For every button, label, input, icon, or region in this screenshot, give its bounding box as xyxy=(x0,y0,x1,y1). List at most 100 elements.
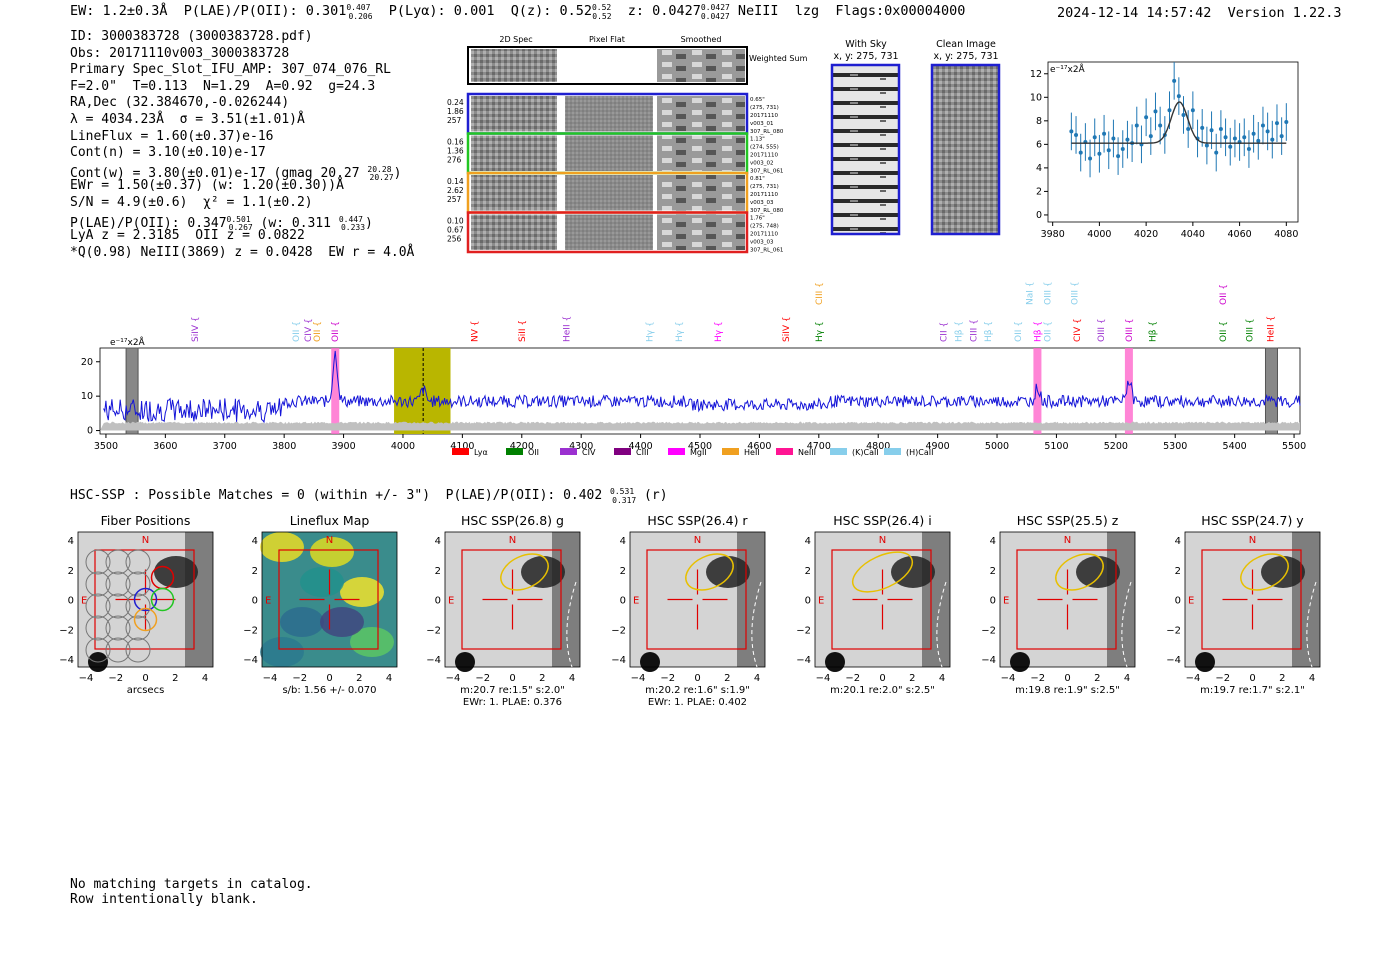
fit-xtick-label: 4020 xyxy=(1134,229,1158,240)
panel-ytick-label: 2 xyxy=(252,566,258,577)
emission-line-label: OII { xyxy=(1044,321,1054,342)
spectrum-xtick-label: 5100 xyxy=(1044,441,1068,452)
emission-line-label: OII { xyxy=(1014,321,1024,342)
panel-title: HSC SSP(24.7) y xyxy=(1201,513,1304,528)
cutout-meta: (275, 748) xyxy=(750,224,779,230)
panel-ytick-label: −4 xyxy=(1166,655,1181,666)
fit-data-point xyxy=(1242,118,1247,157)
spectrum-xtick-label: 4400 xyxy=(629,441,653,452)
fit-data-point xyxy=(1181,96,1186,134)
east-label: E xyxy=(633,596,639,607)
imaging-panels: Fiber Positions N E −4 4 −2 2 0 0 2 −2 4 −4 arcsecs Li… xyxy=(59,513,1321,708)
info-line: S/N = 4.9(±0.6) χ² = 1.1(±0.2) xyxy=(70,194,313,210)
emission-line-label: OII { xyxy=(331,321,341,342)
emission-line-label: SiIV { xyxy=(782,316,792,342)
legend-label: OII xyxy=(528,448,539,457)
fit-data-point xyxy=(1260,106,1265,145)
fit-ytick-label: 10 xyxy=(1030,92,1042,103)
legend-item: MgII xyxy=(668,448,707,457)
cutout-meta: 20171110 xyxy=(750,232,778,238)
emission-line-label: OII { xyxy=(1219,321,1229,342)
panel-xtick-label: −4 xyxy=(1001,673,1016,684)
fit-data-point xyxy=(1251,114,1256,153)
legend-item: CIV xyxy=(560,448,596,457)
spectrum-xtick-label: 4800 xyxy=(866,441,890,452)
fit-ytick-label: 6 xyxy=(1036,139,1042,150)
panel-xtick-label: 0 xyxy=(879,673,885,684)
cutout-meta: 20171110 xyxy=(750,192,778,198)
panel-ytick-label: 2 xyxy=(990,566,996,577)
clean-image-coords: x, y: 275, 731 xyxy=(933,51,998,62)
panel-xtick-label: −4 xyxy=(1186,673,1201,684)
panel-title: HSC SSP(26.4) r xyxy=(647,513,748,528)
fit-data-point xyxy=(1279,117,1284,155)
fit-data-point xyxy=(1256,122,1261,160)
emission-line-label: Hγ { xyxy=(815,321,825,342)
fit-axes: 3980 4000 4020 4040 4060 4080 0 2 4 6 8 10 12 xyxy=(1030,69,1298,240)
cutout-stat: 1.86 xyxy=(447,107,464,116)
legend-item: (K)CaII xyxy=(830,448,879,457)
cutout-meta: (274, 555) xyxy=(750,145,779,151)
fit-ytick-label: 0 xyxy=(1036,210,1042,221)
panel-ytick-label: 4 xyxy=(1175,536,1181,547)
panel-xtick-label: 0 xyxy=(1249,673,1255,684)
emission-line-label: CIII { xyxy=(815,282,825,305)
fit-data-point xyxy=(1200,109,1205,147)
fit-ytick-label: 8 xyxy=(1036,116,1042,127)
panel-xtick-label: 0 xyxy=(1064,673,1070,684)
spectrum-xtick-label: 5400 xyxy=(1223,441,1247,452)
panel-ytick-label: −2 xyxy=(426,625,441,636)
panel-xtick-label: 4 xyxy=(1309,673,1315,684)
panel-ytick-label: 0 xyxy=(990,596,996,607)
spectrum-xtick-label: 4300 xyxy=(569,441,593,452)
emission-line-label: Hγ { xyxy=(714,321,724,342)
panel-title: Lineflux Map xyxy=(290,513,370,528)
east-label: E xyxy=(1003,596,1009,607)
weighted-sum-label: Weighted Sum xyxy=(749,54,808,63)
panel-xtick-label: 4 xyxy=(754,673,760,684)
emission-line-label: CII { xyxy=(940,322,950,342)
fit-data-point xyxy=(1274,104,1279,142)
fit-data-point xyxy=(1078,133,1083,172)
panel-xtick-label: 4 xyxy=(202,673,208,684)
info-line: F=2.0" T=0.113 N=1.29 A=0.92 g=24.3 xyxy=(70,78,376,94)
panel-xtick-label: 4 xyxy=(569,673,575,684)
imaging-panel: Lineflux Map N E −4 4 −2 2 0 0 2 −2 4 −4 s/b: 1.56 +/… xyxy=(243,513,398,696)
header-plae-hi: 0.407 xyxy=(346,3,371,12)
fit-data-point xyxy=(1111,119,1116,158)
panel-title: HSC SSP(25.5) z xyxy=(1017,513,1119,528)
panel-xtick-label: 2 xyxy=(724,673,730,684)
header-z: z: 0.0427 xyxy=(611,3,701,19)
emission-line-label: HeII { xyxy=(562,316,572,342)
spectrum-xtick-label: 3700 xyxy=(213,441,237,452)
fit-data-point xyxy=(1186,110,1191,148)
panel-title: HSC SSP(26.8) g xyxy=(461,513,564,528)
emission-line-label: OIII { xyxy=(1070,281,1080,305)
panel-caption: s/b: 1.56 +/- 0.070 xyxy=(282,685,376,696)
panel-ytick-label: 4 xyxy=(68,536,74,547)
panel-caption: m:20.2 re:1.6" s:1.9" xyxy=(645,685,750,696)
fit-data-point xyxy=(1204,126,1209,165)
spectrum-xtick-label: 4600 xyxy=(747,441,771,452)
line-marker xyxy=(1124,348,1133,434)
emission-line-label: Hβ { xyxy=(984,321,994,342)
panel-xtick-label: 4 xyxy=(386,673,392,684)
north-label: N xyxy=(142,535,149,546)
north-label: N xyxy=(509,535,516,546)
header-q-lo: 0.52 xyxy=(592,11,612,21)
panel-caption: arcsecs xyxy=(127,685,165,696)
with-sky-coords: x, y: 275, 731 xyxy=(833,51,898,62)
emission-line-label: OIII { xyxy=(1125,318,1135,342)
info-line: EWr = 1.50(±0.37) (w: 1.20(±0.30))Å xyxy=(70,178,344,194)
panel-xtick-label: −4 xyxy=(816,673,831,684)
legend-item: CIII xyxy=(614,448,649,457)
fit-xtick-label: 4000 xyxy=(1087,229,1111,240)
panel-ytick-label: 4 xyxy=(435,536,441,547)
sky-marker xyxy=(1264,347,1278,435)
header-ew-plae: EW: 1.2±0.3Å P(LAE)/P(OII): 0.301 xyxy=(70,3,347,19)
source-ellipse xyxy=(500,553,549,591)
